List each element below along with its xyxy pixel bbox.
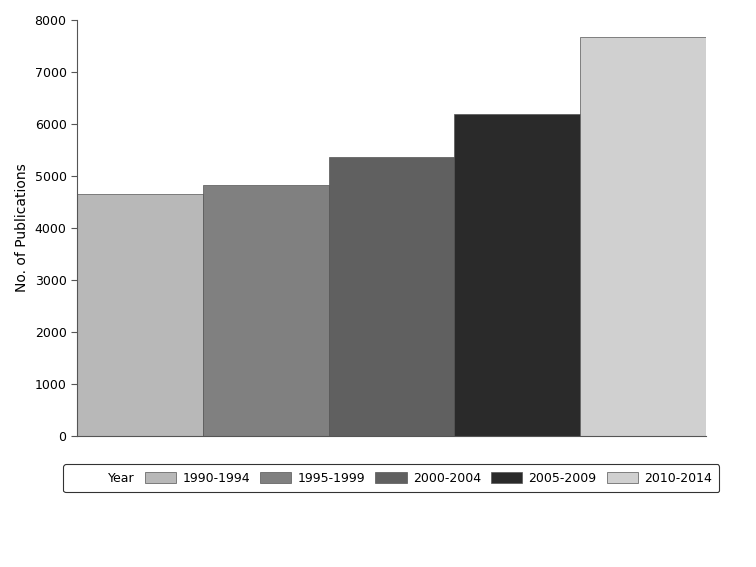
Bar: [454, 113, 580, 436]
Bar: [77, 194, 203, 436]
Bar: [580, 37, 706, 436]
Y-axis label: No. of Publications: No. of Publications: [15, 164, 29, 293]
Bar: [329, 157, 454, 436]
Legend: Year, 1990-1994, 1995-1999, 2000-2004, 2005-2009, 2010-2014: Year, 1990-1994, 1995-1999, 2000-2004, 2…: [64, 464, 720, 492]
Bar: [203, 185, 329, 436]
